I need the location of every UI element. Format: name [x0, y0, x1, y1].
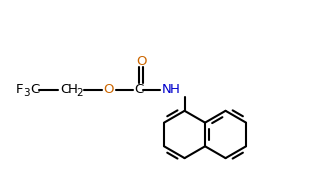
Text: C: C: [135, 83, 144, 96]
Text: H: H: [67, 83, 77, 96]
Text: O: O: [104, 83, 114, 96]
Text: O: O: [136, 55, 146, 68]
Text: 3: 3: [24, 88, 30, 98]
Text: 2: 2: [76, 88, 82, 98]
Text: C: C: [61, 83, 70, 96]
Text: C: C: [30, 83, 39, 96]
Text: H: H: [170, 83, 180, 96]
Text: N: N: [162, 83, 172, 96]
Text: F: F: [16, 83, 24, 96]
